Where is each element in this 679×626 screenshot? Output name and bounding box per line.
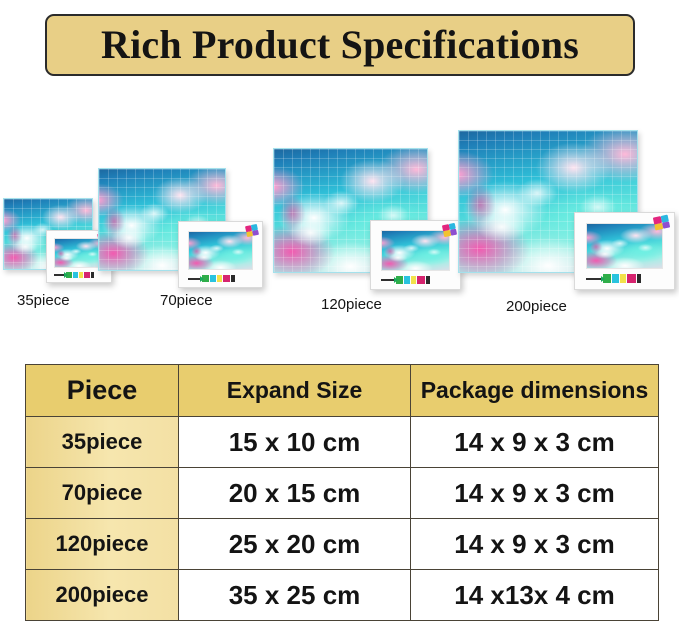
color-swatch-yellow <box>620 274 626 283</box>
product-label-200piece: 200piece <box>506 298 567 315</box>
table-row: 200piece 35 x 25 cm 14 x13x 4 cm <box>25 569 659 621</box>
package-box-70piece <box>178 221 263 288</box>
product-group-200piece: 200piece <box>458 130 676 315</box>
color-swatch-cyan <box>612 274 619 283</box>
product-showcase: 35piece 70piece <box>0 100 679 325</box>
color-swatch-black <box>231 275 235 282</box>
color-swatch-green <box>202 275 209 282</box>
cell-piece: 120piece <box>25 518 179 570</box>
cell-piece: 35piece <box>25 416 179 468</box>
package-artwork-image <box>587 224 662 268</box>
color-swatch-black <box>91 272 94 278</box>
product-group-35piece: 35piece <box>3 198 113 309</box>
package-box-35piece <box>46 230 112 283</box>
color-swatch-cyan <box>73 272 78 278</box>
arrow-icon <box>54 272 68 278</box>
color-swatch-green <box>396 276 403 284</box>
package-artwork <box>586 223 663 269</box>
table-row: 70piece 20 x 15 cm 14 x 9 x 3 cm <box>25 467 659 519</box>
cell-package-dimensions: 14 x 9 x 3 cm <box>410 416 659 468</box>
table-row: 35piece 15 x 10 cm 14 x 9 x 3 cm <box>25 416 659 468</box>
page-title: Rich Product Specifications <box>101 22 579 67</box>
color-swatch-yellow <box>411 276 416 284</box>
package-label-strip <box>54 272 94 278</box>
package-artwork <box>188 231 253 270</box>
cell-piece: 200piece <box>25 569 179 621</box>
package-label-strip <box>586 274 641 283</box>
cell-expand-size: 25 x 20 cm <box>178 518 411 570</box>
color-swatch-cyan <box>210 275 216 282</box>
column-header-package: Package dimensions <box>410 364 659 417</box>
puzzle-piece-icon <box>441 222 458 238</box>
product-group-120piece: 120piece <box>273 148 468 313</box>
cell-package-dimensions: 14 x 9 x 3 cm <box>410 467 659 519</box>
table-header-row: Piece Expand Size Package dimensions <box>25 364 659 417</box>
column-header-expand: Expand Size <box>178 364 411 417</box>
cell-expand-size: 15 x 10 cm <box>178 416 411 468</box>
color-swatch-magenta <box>627 274 636 283</box>
arrow-icon <box>586 275 605 282</box>
cell-expand-size: 20 x 15 cm <box>178 467 411 519</box>
package-artwork <box>381 230 450 271</box>
arrow-icon <box>188 275 204 282</box>
product-group-70piece: 70piece <box>98 168 263 313</box>
package-artwork-image <box>382 231 449 270</box>
package-box-200piece <box>574 212 675 290</box>
color-swatch-green <box>603 274 611 283</box>
color-swatch-black <box>426 276 430 284</box>
cell-expand-size: 35 x 25 cm <box>178 569 411 621</box>
cell-package-dimensions: 14 x13x 4 cm <box>410 569 659 621</box>
color-swatch-yellow <box>79 272 83 278</box>
color-swatch-magenta <box>223 275 230 282</box>
package-artwork <box>54 238 104 268</box>
package-box-120piece <box>370 220 461 290</box>
package-artwork-image <box>189 232 252 269</box>
product-label-120piece: 120piece <box>321 296 382 313</box>
color-swatch-black <box>637 274 641 283</box>
specifications-table: Piece Expand Size Package dimensions 35p… <box>25 364 659 621</box>
product-label-70piece: 70piece <box>160 292 213 309</box>
table-row: 120piece 25 x 20 cm 14 x 9 x 3 cm <box>25 518 659 570</box>
package-label-strip <box>188 275 235 282</box>
cell-piece: 70piece <box>25 467 179 519</box>
color-swatch-magenta <box>417 276 425 284</box>
puzzle-artwork-70piece <box>98 168 226 271</box>
package-artwork-image <box>55 239 103 267</box>
color-swatch-green <box>66 272 72 278</box>
page-title-banner: Rich Product Specifications <box>45 14 635 76</box>
column-header-piece: Piece <box>25 364 179 417</box>
puzzle-piece-icon <box>652 214 671 231</box>
color-swatch-cyan <box>404 276 410 284</box>
puzzle-piece-icon <box>244 223 260 238</box>
color-swatch-magenta <box>84 272 90 278</box>
color-swatch-yellow <box>217 275 222 282</box>
arrow-icon <box>381 277 398 283</box>
package-label-strip <box>381 276 430 284</box>
product-label-35piece: 35piece <box>17 292 70 309</box>
cell-package-dimensions: 14 x 9 x 3 cm <box>410 518 659 570</box>
